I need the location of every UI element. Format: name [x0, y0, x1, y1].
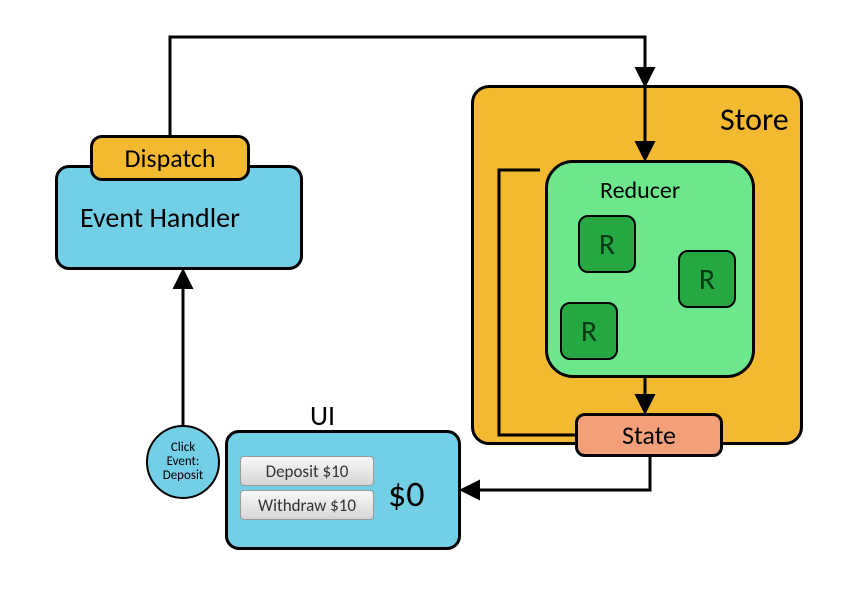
ui-title: UI	[310, 398, 335, 433]
store-label: Store	[720, 100, 789, 139]
state-label: State	[622, 419, 676, 451]
deposit-button-label: Deposit $10	[266, 461, 349, 482]
reducer-r3-label: R	[581, 313, 597, 350]
click-event-circle: Click Event: Deposit	[146, 425, 220, 499]
click-event-line3: Deposit	[163, 469, 204, 483]
reducer-r1: R	[578, 215, 636, 273]
event-handler-label: Event Handler	[80, 200, 240, 235]
state-box: State	[575, 413, 723, 457]
ui-value: $0	[388, 472, 425, 516]
edge-state-ui	[465, 457, 650, 490]
reducer-r1-label: R	[599, 226, 615, 263]
reducer-r2-label: R	[699, 261, 715, 298]
click-event-line2: Event:	[167, 455, 200, 469]
dispatch-box: Dispatch	[90, 135, 250, 181]
click-event-line1: Click	[171, 441, 195, 455]
reducer-r2: R	[678, 250, 736, 308]
dispatch-label: Dispatch	[124, 142, 215, 174]
withdraw-button[interactable]: Withdraw $10	[240, 490, 374, 520]
reducer-r3: R	[560, 302, 618, 360]
deposit-button[interactable]: Deposit $10	[240, 456, 374, 486]
reducer-label: Reducer	[600, 176, 680, 205]
withdraw-button-label: Withdraw $10	[258, 495, 356, 516]
